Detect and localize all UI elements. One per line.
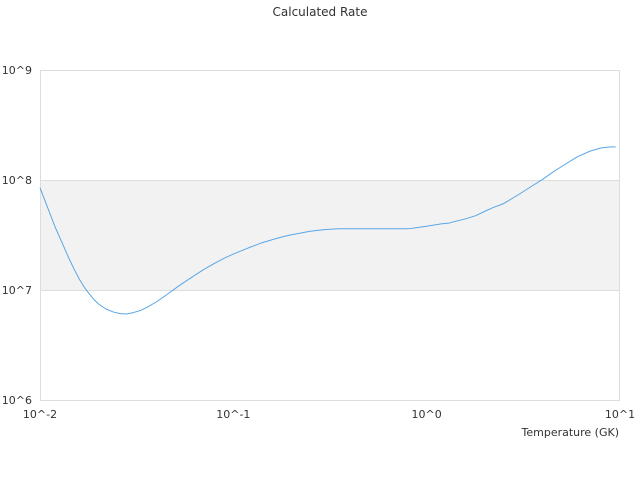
rate-series-line [39,146,616,315]
x-tick-label: 10^-1 [216,408,250,421]
series-layer [39,146,616,315]
x-tick-label: 10^0 [412,408,442,421]
y-tick-label: 10^6 [2,394,32,407]
y-tick-label: 10^9 [2,64,32,77]
plot-band-layer [40,180,620,290]
grid-layer [40,70,620,401]
plot-band [40,180,620,290]
y-tick-label: 10^8 [2,174,32,187]
x-tick-label: 10^1 [605,408,635,421]
x-tick-label: 10^-2 [23,408,57,421]
chart-title: Calculated Rate [273,5,368,19]
x-axis-title: Temperature (GK) [521,426,620,439]
tick-label-layer: 10^6 10^7 10^8 10^9 10^-2 10^-1 10^0 10^1 [2,64,635,421]
y-tick-label: 10^7 [2,284,32,297]
